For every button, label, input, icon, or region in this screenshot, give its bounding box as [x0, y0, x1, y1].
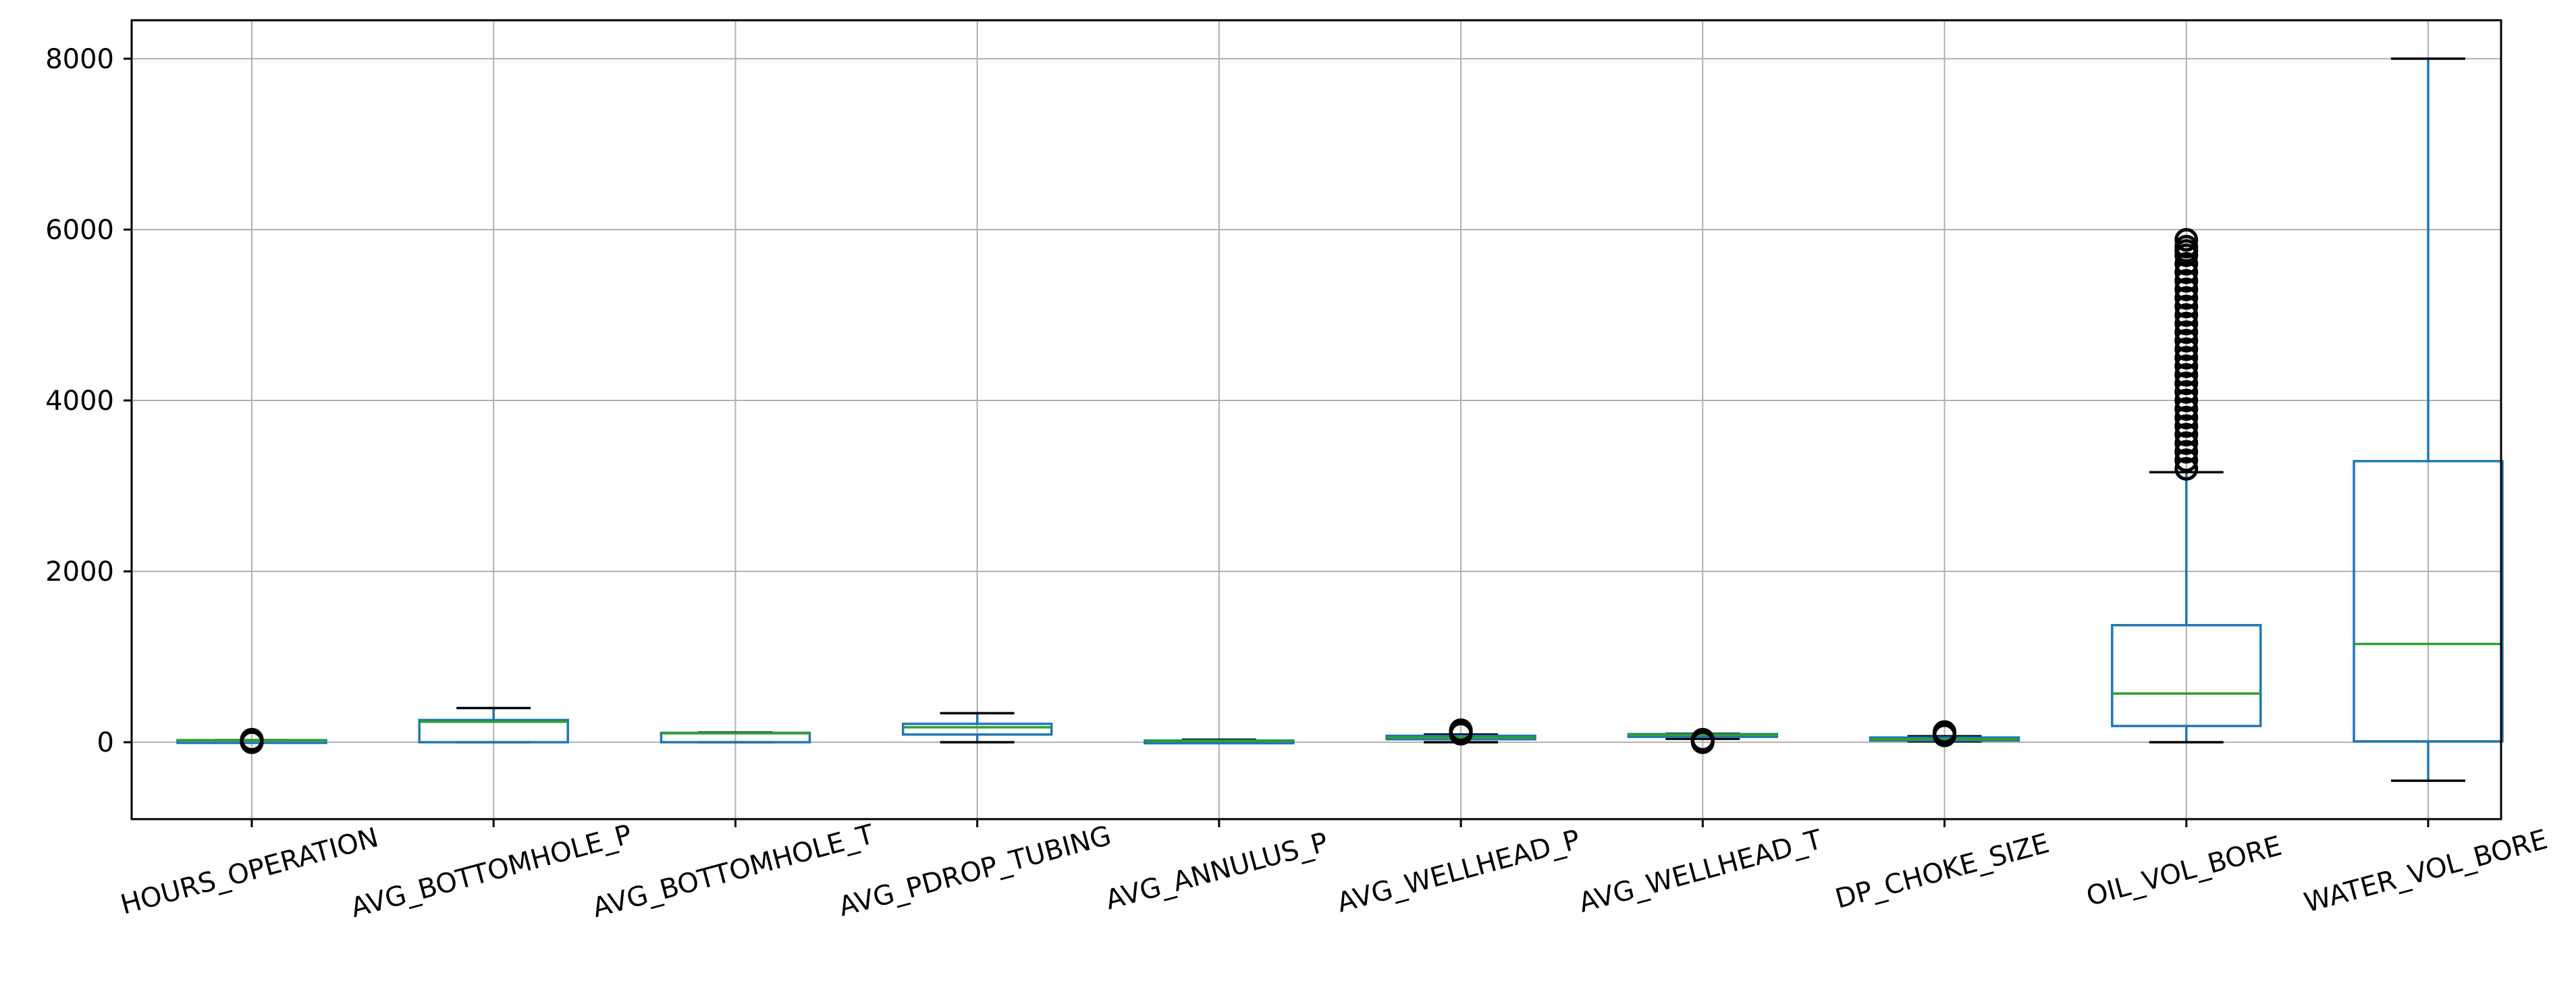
- y-tick-label: 0: [97, 727, 114, 758]
- x-tick-label-oil-vol-bore: OIL_VOL_BORE: [2083, 831, 2285, 912]
- outlier-point: [2174, 431, 2199, 455]
- x-tick-label-avg-wellhead-t: AVG_WELLHEAD_T: [1576, 824, 1825, 918]
- y-tick-label: 8000: [45, 44, 114, 75]
- iqr-box: [418, 719, 569, 743]
- x-tick-label-avg-annulus-p: AVG_ANNULUS_P: [1102, 827, 1331, 916]
- outlier-point: [2174, 346, 2199, 370]
- outlier-point: [2174, 423, 2199, 447]
- box-layer: [176, 57, 2504, 782]
- outlier-point: [2174, 448, 2199, 473]
- outlier-point: [2174, 405, 2199, 429]
- outlier-point: [2174, 303, 2199, 328]
- outlier-point: [2174, 456, 2199, 481]
- outlier-point: [2174, 363, 2199, 387]
- x-tick-label-hours-operation: HOURS_OPERATION: [117, 822, 381, 920]
- box-dp-choke-size: [1869, 720, 2020, 748]
- outlier-point: [240, 727, 264, 752]
- outlier-point: [2174, 414, 2199, 438]
- outlier-point: [2174, 228, 2199, 252]
- x-tick-label-avg-pdrop-tubing: AVG_PDROP_TUBING: [836, 820, 1115, 922]
- outlier-point: [2174, 278, 2199, 302]
- y-tick-label: 2000: [45, 556, 114, 588]
- iqr-box: [901, 723, 1053, 736]
- box-avg-pdrop-tubing: [901, 712, 1053, 743]
- outlier-point: [2174, 269, 2199, 293]
- x-tick-label-avg-bottomhole-t: AVG_BOTTOMHOLE_T: [589, 819, 878, 924]
- outlier-point: [2174, 234, 2199, 259]
- outlier-point: [2174, 311, 2199, 336]
- outlier-point: [1449, 718, 1473, 742]
- outlier-point: [2174, 328, 2199, 353]
- box-avg-wellhead-t: [1627, 727, 1779, 754]
- x-tick-label-avg-wellhead-p: AVG_WELLHEAD_P: [1334, 824, 1583, 918]
- outlier-point: [1690, 727, 1715, 752]
- plot-area-frame: [130, 19, 2502, 820]
- x-tick-label-avg-bottomhole-p: AVG_BOTTOMHOLE_P: [348, 819, 635, 924]
- iqr-box: [2353, 460, 2504, 743]
- iqr-box: [2111, 624, 2262, 727]
- grid-layer: [132, 20, 2501, 819]
- outlier-point: [2174, 252, 2199, 276]
- box-avg-bottomhole-p: [418, 706, 569, 743]
- outlier-point: [2174, 337, 2199, 361]
- box-avg-bottomhole-t: [660, 731, 811, 743]
- box-oil-vol-bore: [2111, 228, 2262, 743]
- box-avg-annulus-p: [1144, 738, 1295, 745]
- outlier-point: [2174, 286, 2199, 310]
- tick-layer: 02000400060008000HOURS_OPERATIONAVG_BOTT…: [45, 44, 2550, 924]
- outlier-point: [2174, 388, 2199, 413]
- outlier-point: [2174, 440, 2199, 464]
- box-avg-wellhead-p: [1385, 718, 1536, 746]
- outlier-point: [2174, 354, 2199, 378]
- outlier-point: [2174, 371, 2199, 396]
- x-tick-label-water-vol-bore: WATER_VOL_BORE: [2301, 824, 2551, 918]
- box-hours-operation: [176, 727, 327, 754]
- y-tick-label: 6000: [45, 215, 114, 246]
- y-tick-label: 4000: [45, 386, 114, 417]
- outlier-point: [2174, 320, 2199, 344]
- outlier-point: [1933, 720, 1957, 744]
- outlier-point: [2174, 294, 2199, 319]
- x-tick-label-dp-choke-size: DP_CHOKE_SIZE: [1832, 828, 2053, 915]
- outlier-point: [2174, 397, 2199, 421]
- box-water-vol-bore: [2353, 57, 2504, 782]
- outlier-point: [2174, 380, 2199, 404]
